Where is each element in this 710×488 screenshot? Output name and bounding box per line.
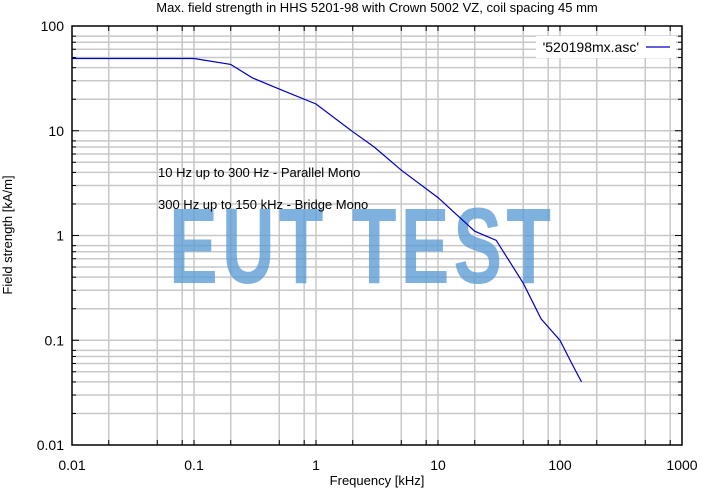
y-axis-tick-labels: 0.01 0.1 1 10 100 (37, 18, 64, 453)
legend-label: '520198mx.asc' (543, 39, 639, 55)
x-tick-label: 1000 (666, 457, 697, 473)
y-tick-label: 10 (48, 123, 64, 139)
y-tick-label: 0.01 (37, 437, 64, 453)
y-tick-label: 1 (56, 228, 64, 244)
y-axis-label: Field strength [kA/m] (0, 175, 15, 294)
annotation-bridge-mono: 300 Hz up to 150 kHz - Bridge Mono (158, 197, 368, 212)
series-line-520198mx (72, 57, 583, 383)
x-tick-label: 0.1 (184, 457, 204, 473)
legend: '520198mx.asc' (536, 36, 676, 58)
watermark-text: EUT TEST (169, 185, 555, 306)
x-axis-tick-labels: 0.01 0.1 1 10 100 1000 (58, 457, 697, 473)
plot-frame (71, 25, 683, 446)
x-tick-label: 0.01 (58, 457, 85, 473)
x-tick-label: 100 (548, 457, 572, 473)
y-tick-label: 0.1 (45, 332, 65, 348)
x-tick-label: 10 (430, 457, 446, 473)
x-tick-label: 1 (312, 457, 320, 473)
x-axis-label: Frequency [kHz] (330, 473, 425, 488)
chart-title: Max. field strength in HHS 5201-98 with … (156, 0, 597, 15)
annotation-parallel-mono: 10 Hz up to 300 Hz - Parallel Mono (158, 165, 360, 180)
y-tick-label: 100 (41, 18, 65, 34)
legend-background (536, 36, 676, 58)
watermark: EUT TEST (169, 185, 555, 306)
